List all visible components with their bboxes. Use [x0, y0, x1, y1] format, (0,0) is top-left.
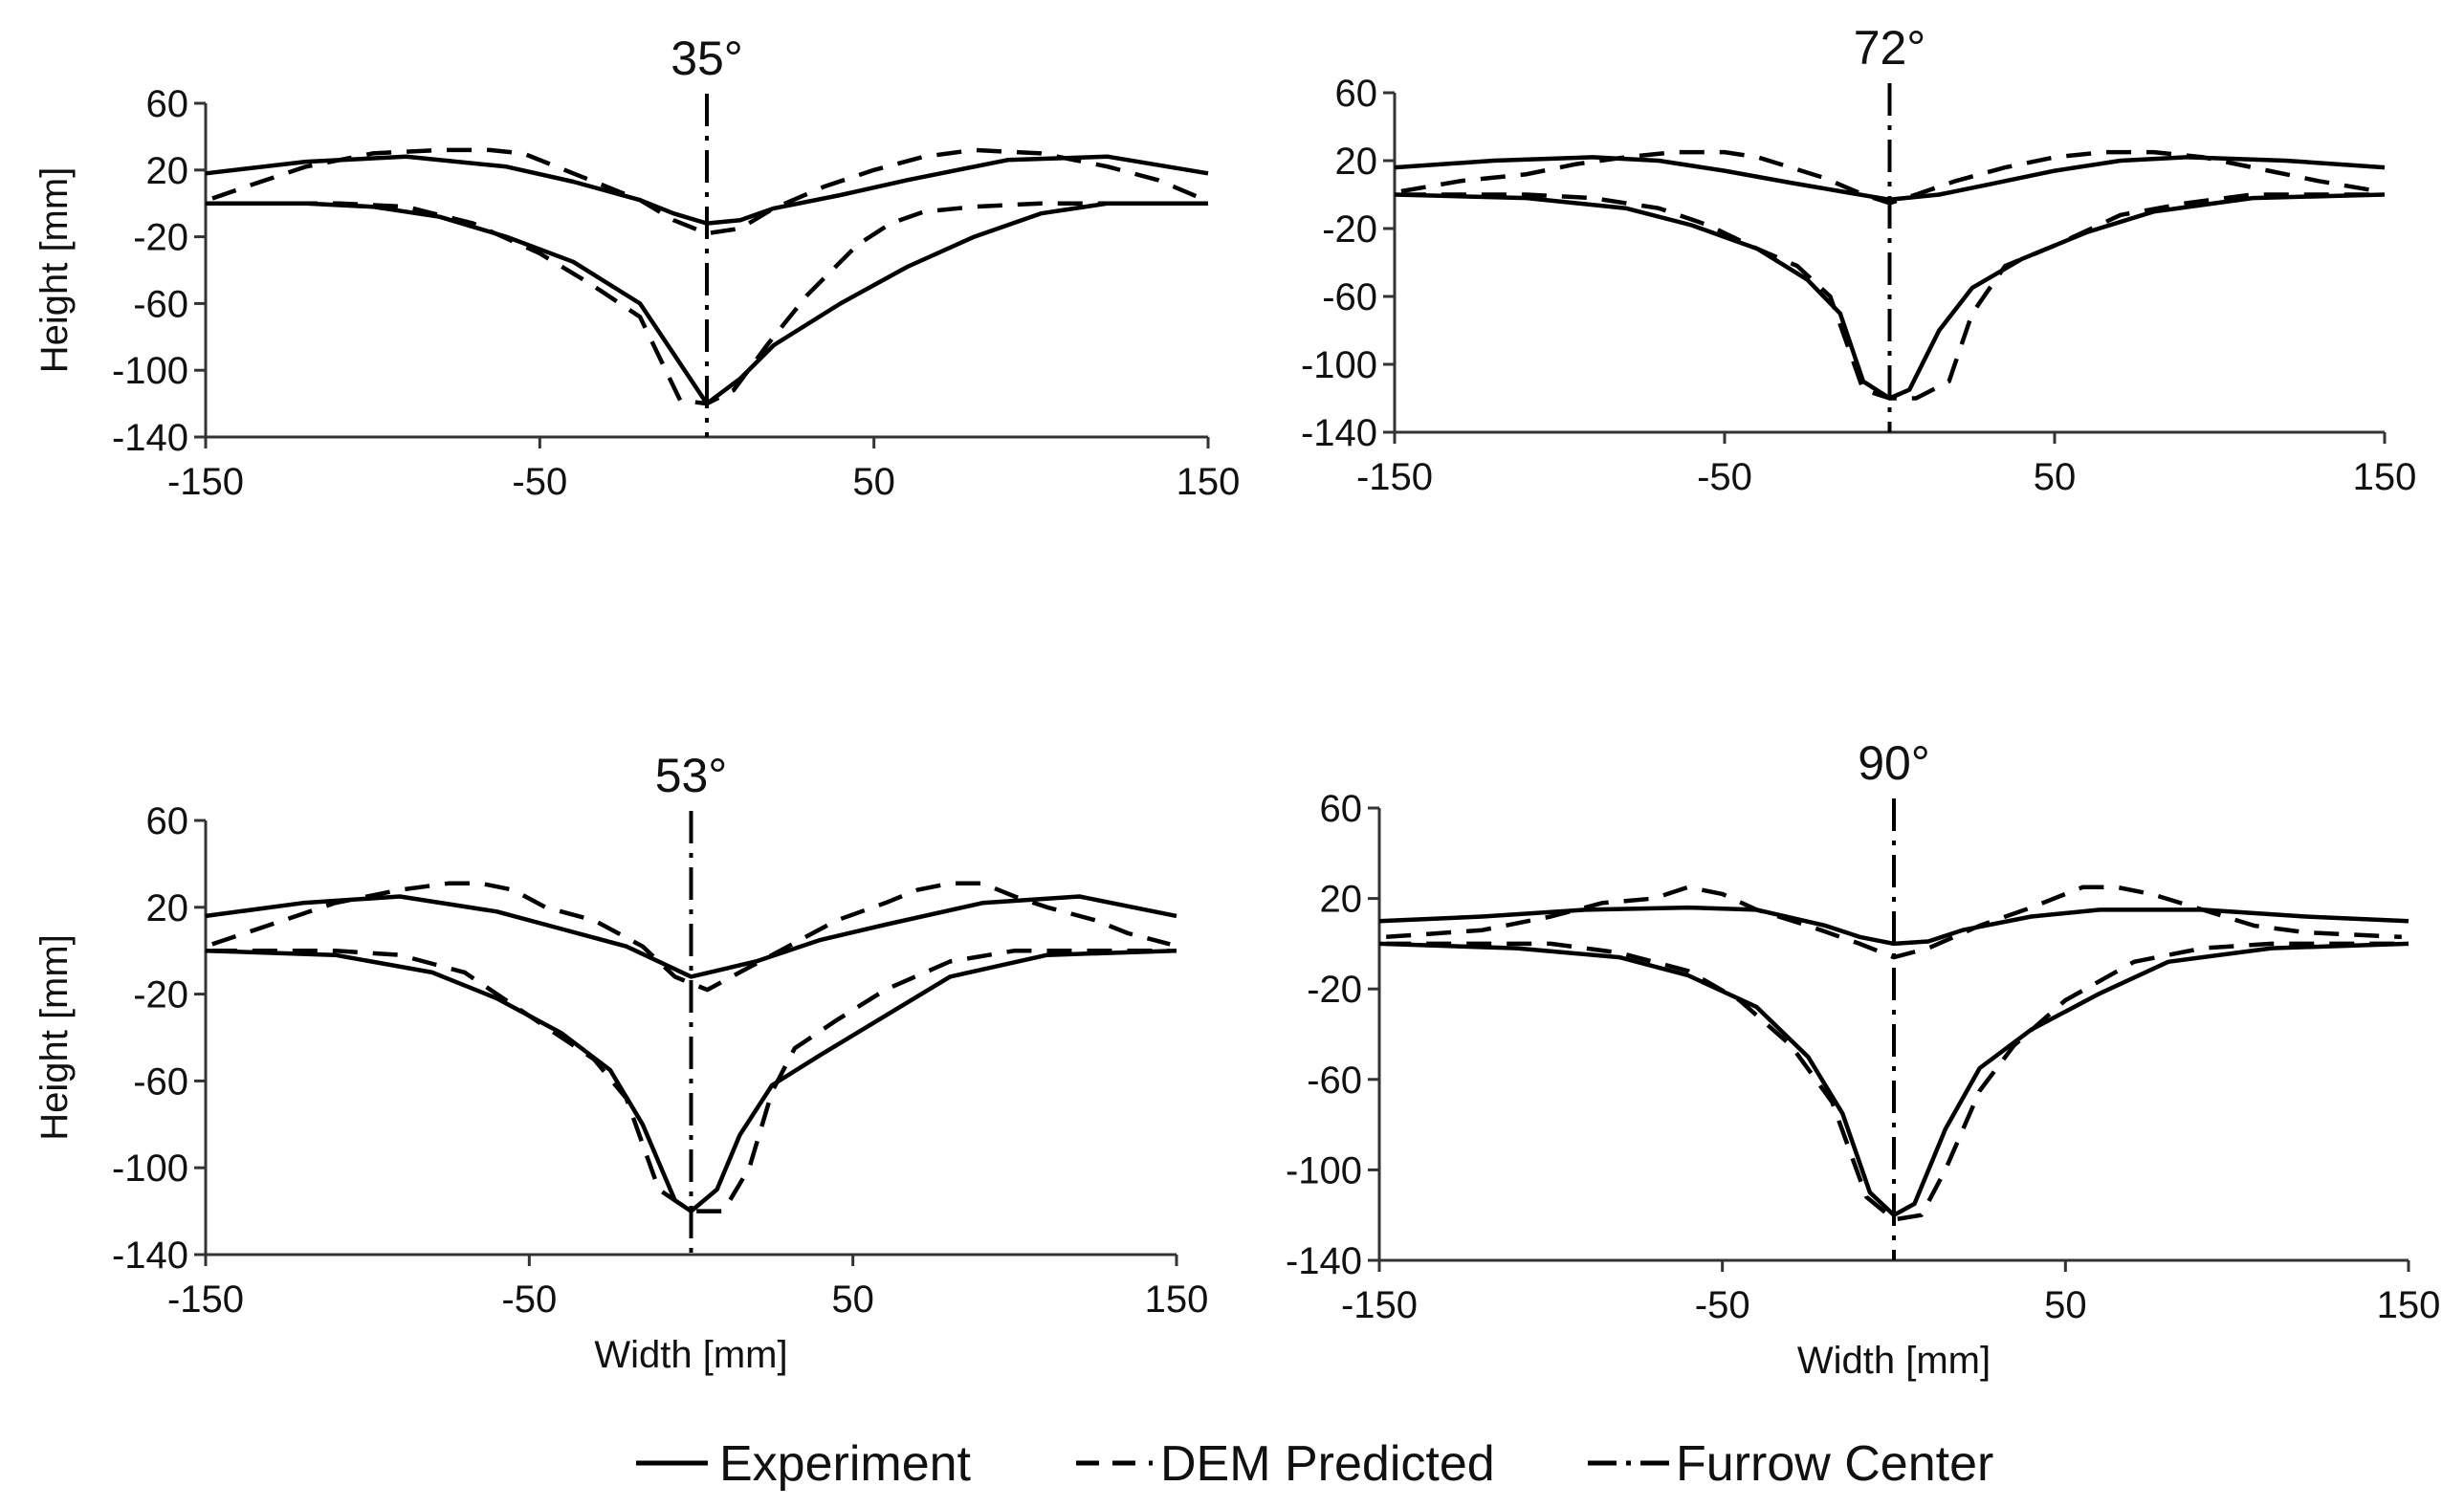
legend-label-furrow-center: Furrow Center	[1676, 1436, 1993, 1492]
x-tick-label: 50	[831, 1279, 874, 1321]
panel-2: 60 20 -20 -60 -100 -140-150 -50 50 150 72°	[1301, 21, 2416, 498]
y-tick-label: -100	[112, 350, 188, 392]
y-tick-label: -100	[112, 1147, 188, 1190]
x-tick-label: -50	[1695, 1284, 1750, 1326]
y-tick-label: -60	[1322, 276, 1377, 318]
x-tick-label: -150	[167, 461, 244, 503]
y-tick-label: -60	[133, 1060, 188, 1103]
panel-1: 60 20 -20 -60 -100 -140-150 -50 50 150 35° Height …	[33, 32, 1240, 503]
panel-title: 53°	[655, 749, 728, 802]
y-axis-title: Height [mm]	[33, 934, 76, 1141]
x-tick-label: -150	[167, 1279, 244, 1321]
x-tick-label: 150	[1177, 461, 1241, 503]
y-tick-label: -140	[1301, 412, 1377, 454]
panel-4: 60 20 -20 -60 -100 -140-150 -50 50 150 90° Width […	[1286, 736, 2440, 1382]
y-tick-label: 60	[1335, 73, 1378, 115]
series-dem-predicted-4	[1386, 941, 2402, 1222]
y-tick-label: -140	[1286, 1240, 1362, 1282]
y-tick-label: -140	[112, 417, 188, 459]
y-tick-label: 20	[146, 887, 189, 929]
series-dem-predicted-3	[211, 147, 1202, 236]
x-tick-label: 50	[2034, 456, 2077, 498]
legend-label-experiment: Experiment	[719, 1436, 972, 1492]
y-tick-label: -60	[1307, 1060, 1362, 1102]
y-tick-label: -100	[1301, 344, 1377, 386]
series-experiment-1	[205, 894, 1177, 979]
x-tick-label: 150	[1145, 1279, 1209, 1321]
x-tick-label: -50	[512, 461, 567, 503]
y-tick-label: 60	[1320, 788, 1363, 830]
y-axis-title: Height [mm]	[33, 167, 76, 374]
x-tick-label: 50	[852, 461, 895, 503]
x-axis-title: Width [mm]	[1797, 1340, 1991, 1382]
y-tick-label: -100	[1286, 1149, 1362, 1191]
panel-title: 35°	[671, 32, 743, 85]
x-tick-label: 50	[2044, 1284, 2087, 1326]
y-tick-label: -60	[133, 283, 188, 325]
y-tick-label: 60	[146, 800, 189, 842]
y-tick-label: 60	[146, 83, 189, 125]
x-tick-label: 150	[2353, 456, 2417, 498]
y-tick-label: 20	[1320, 879, 1363, 921]
panel-title: 72°	[1854, 21, 1926, 75]
y-tick-label: -140	[112, 1235, 188, 1277]
x-tick-label: -150	[1356, 456, 1433, 498]
y-tick-label: -20	[1322, 208, 1377, 251]
y-tick-label: 20	[1335, 141, 1378, 183]
y-tick-label: -20	[133, 217, 188, 259]
series-dem-predicted-4	[211, 948, 1171, 1213]
panel-3: 60 20 -20 -60 -100 -140-150 -50 50 150 53° Height …	[33, 749, 1208, 1376]
series-dem-predicted-4	[212, 201, 1201, 406]
x-tick-label: -50	[501, 1279, 557, 1321]
x-tick-label: 150	[2377, 1284, 2441, 1326]
y-tick-label: -20	[1307, 969, 1362, 1011]
x-tick-label: -50	[1697, 456, 1752, 498]
y-tick-label: 20	[146, 150, 189, 192]
legend: Experiment DEM Predicted Furrow Center	[636, 1436, 1993, 1492]
series-dem-predicted-4	[1400, 192, 2379, 401]
y-tick-label: -20	[133, 974, 188, 1016]
x-axis-title: Width [mm]	[594, 1334, 787, 1376]
legend-label-dem: DEM Predicted	[1160, 1436, 1495, 1492]
panel-title: 90°	[1858, 736, 1930, 790]
x-tick-label: -150	[1341, 1284, 1418, 1326]
